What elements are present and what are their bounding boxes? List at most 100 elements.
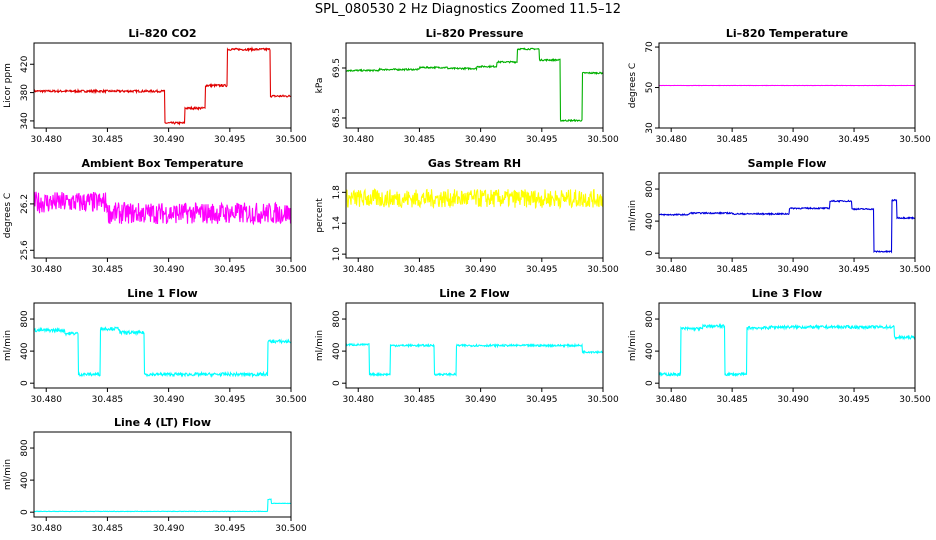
x-tick-label: 30.480	[342, 265, 374, 275]
y-tick-label: 0	[20, 380, 30, 386]
panel-10: Line 4 (LT) Flow ml/min 30.480 30.485 30.490…	[3, 416, 307, 534]
y-tick-label: 380	[20, 84, 30, 101]
y-axis-label: ml/min	[3, 459, 13, 490]
y-axis-label: ml/min	[628, 330, 638, 361]
series-line	[658, 198, 915, 254]
x-tick-label: 30.495	[838, 395, 870, 405]
x-tick-label: 30.480	[342, 395, 374, 405]
y-tick-label: 400	[645, 212, 655, 229]
plot-frame	[33, 302, 292, 389]
panel-9: Line 3 Flow ml/min 30.480 30.485 30.490 30.49…	[628, 287, 931, 405]
y-tick-label: 0	[645, 250, 655, 256]
y-tick-label: 800	[645, 310, 655, 327]
x-tick-label: 30.480	[30, 524, 62, 534]
x-tick-label: 30.490	[153, 265, 185, 275]
x-tick-label: 30.500	[899, 265, 931, 275]
plot-frame	[33, 42, 292, 129]
x-tick-label: 30.490	[153, 524, 185, 534]
series-line	[33, 191, 292, 226]
x-tick-label: 30.485	[92, 135, 124, 145]
y-tick-label: 25.6	[20, 240, 30, 260]
plot-frame	[345, 42, 604, 129]
x-tick-label: 30.485	[716, 265, 748, 275]
y-tick-label: 70	[645, 41, 655, 53]
y-tick-label: 400	[332, 342, 342, 359]
panel-5: Gas Stream RH percent 30.480 30.485 30.490 30…	[315, 157, 619, 275]
panel-title: Line 3 Flow	[752, 287, 822, 300]
y-tick-label: 69.5	[332, 58, 342, 78]
x-tick-label: 30.480	[342, 135, 374, 145]
y-tick-label: 0	[645, 380, 655, 386]
x-tick-label: 30.485	[92, 265, 124, 275]
x-tick-label: 30.495	[526, 395, 558, 405]
panel-title: Li–820 Temperature	[726, 27, 848, 40]
x-tick-label: 30.480	[30, 395, 62, 405]
y-tick-label: 800	[20, 439, 30, 456]
x-tick-label: 30.485	[92, 524, 124, 534]
y-axis-label: ml/min	[628, 200, 638, 231]
x-tick-label: 30.485	[92, 395, 124, 405]
series-line	[658, 322, 916, 378]
plot-frame	[658, 172, 916, 259]
panel-4: Ambient Box Temperature degrees C 30.480 30…	[3, 157, 307, 275]
plot-frame	[33, 431, 292, 518]
x-tick-label: 30.495	[526, 135, 558, 145]
x-tick-label: 30.500	[587, 395, 619, 405]
y-tick-label: 1.4	[332, 216, 342, 231]
x-tick-label: 30.490	[465, 265, 497, 275]
series-line	[33, 498, 292, 513]
x-tick-label: 30.490	[465, 135, 497, 145]
x-tick-label: 30.495	[214, 265, 246, 275]
x-tick-label: 30.480	[30, 265, 62, 275]
series-line	[345, 47, 604, 123]
x-tick-label: 30.495	[214, 395, 246, 405]
y-axis-label: ml/min	[315, 330, 325, 361]
panel-8: Line 2 Flow ml/min 30.480 30.485 30.490 30.49…	[315, 287, 619, 405]
series-line	[345, 187, 604, 210]
y-axis-label: Licor ppm	[3, 63, 13, 108]
y-tick-label: 68.5	[332, 108, 342, 128]
series-line	[33, 46, 292, 126]
panel-title: Li–820 Pressure	[426, 27, 524, 40]
panel-2: Li–820 Pressure kPa 30.480 30.485 30.490 30.4…	[315, 27, 619, 145]
y-tick-label: 50	[645, 82, 655, 94]
x-tick-label: 30.500	[899, 135, 931, 145]
x-tick-label: 30.490	[777, 135, 809, 145]
x-tick-label: 30.485	[716, 135, 748, 145]
panel-title: Line 2 Flow	[439, 287, 509, 300]
x-tick-label: 30.490	[777, 265, 809, 275]
x-tick-label: 30.490	[153, 395, 185, 405]
plot-frame	[658, 302, 916, 389]
series-line	[345, 342, 604, 378]
x-tick-label: 30.490	[777, 395, 809, 405]
x-tick-label: 30.480	[655, 265, 687, 275]
y-tick-label: 400	[20, 342, 30, 359]
panel-title: Ambient Box Temperature	[82, 157, 244, 170]
y-tick-label: 800	[332, 310, 342, 327]
y-tick-label: 340	[20, 112, 30, 129]
x-tick-label: 30.500	[899, 395, 931, 405]
plot-frame	[33, 172, 292, 259]
series-line	[33, 326, 292, 379]
y-axis-label: ml/min	[3, 330, 13, 361]
x-tick-label: 30.495	[214, 135, 246, 145]
x-tick-label: 30.500	[587, 265, 619, 275]
y-tick-label: 0	[332, 380, 342, 386]
panel-title: Sample Flow	[748, 157, 827, 170]
x-tick-label: 30.485	[404, 395, 436, 405]
y-tick-label: 0	[20, 509, 30, 515]
y-axis-label: degrees C	[3, 193, 13, 238]
x-tick-label: 30.500	[275, 135, 307, 145]
y-tick-label: 30	[645, 122, 655, 134]
y-tick-label: 800	[20, 310, 30, 327]
x-tick-label: 30.490	[465, 395, 497, 405]
y-tick-label: 26.2	[20, 194, 30, 214]
y-tick-label: 420	[20, 55, 30, 72]
plot-frame	[345, 172, 604, 259]
x-tick-label: 30.480	[655, 395, 687, 405]
panel-title: Gas Stream RH	[428, 157, 521, 170]
plot-frame	[345, 302, 604, 389]
x-tick-label: 30.500	[587, 135, 619, 145]
